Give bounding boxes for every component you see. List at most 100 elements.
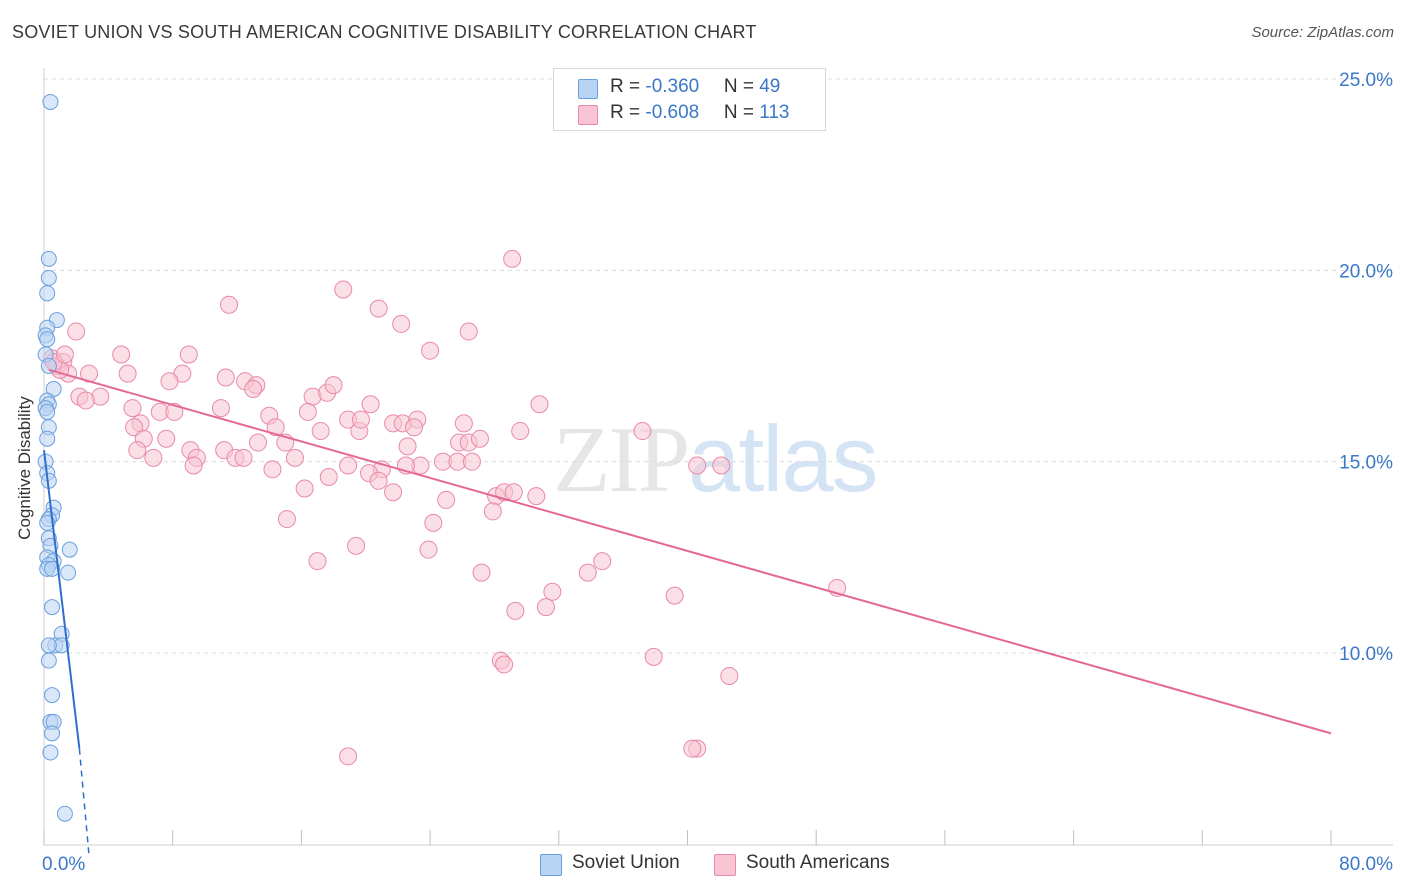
south-americans-point <box>527 487 546 506</box>
soviet-union-legend-label: Soviet Union <box>572 852 680 873</box>
watermark: ZIPatlas <box>553 405 879 514</box>
south-americans-point <box>472 563 491 582</box>
south-americans-point <box>118 364 137 383</box>
soviet-union-point <box>44 599 61 616</box>
south-americans-point <box>361 395 380 414</box>
soviet-union-point <box>39 430 56 447</box>
south-americans-point <box>339 747 358 766</box>
south-americans-point <box>67 322 86 341</box>
soviet-union-point <box>61 541 78 558</box>
y-tick-label: 15.0% <box>1339 453 1393 474</box>
soviet-union-point <box>40 652 57 669</box>
soviet-union-trend-line <box>43 450 81 749</box>
south-americans-point <box>128 441 147 460</box>
soviet-swatch <box>578 79 598 99</box>
south-americans-point <box>712 456 731 475</box>
south-americans-point <box>263 460 282 479</box>
south-americans-point <box>398 437 417 456</box>
south-n-label: N = <box>723 102 760 123</box>
south-americans-point <box>211 399 230 418</box>
source-label: Source: ZipAtlas.com <box>1251 24 1394 41</box>
soviet-union-trend-extension <box>78 748 90 856</box>
south-americans-point <box>160 372 179 391</box>
south-americans-point <box>311 422 330 441</box>
trend-lines <box>43 368 1332 856</box>
south-americans-point <box>419 540 438 559</box>
soviet-union-point <box>39 285 56 302</box>
south-americans-point <box>244 379 263 398</box>
y-tick-label: 25.0% <box>1339 70 1393 91</box>
south-americans-point <box>720 666 739 685</box>
south-americans-point <box>470 429 489 448</box>
south-americans-point <box>184 456 203 475</box>
south-americans-point <box>277 510 296 529</box>
soviet-n-label: N = <box>723 76 760 97</box>
x-tick-label: 0.0% <box>42 854 85 875</box>
soviet-n-value: 49 <box>759 76 781 97</box>
south-americans-point <box>334 280 353 299</box>
soviet-union-legend-swatch <box>540 854 562 876</box>
south-americans-point <box>578 563 597 582</box>
south-americans-point <box>266 418 285 437</box>
south-americans-point <box>285 448 304 467</box>
south-americans-point <box>112 345 131 364</box>
south-americans-legend-label: South Americans <box>746 852 890 873</box>
soviet-union-point <box>40 358 57 374</box>
soviet-union-point <box>44 725 61 742</box>
axis-ticks <box>43 830 1332 845</box>
south-americans-point <box>506 601 525 620</box>
soviet-union-point <box>56 805 73 822</box>
south-americans-point <box>511 422 530 441</box>
south-americans-point <box>144 448 163 467</box>
south-n-value: 113 <box>759 102 790 123</box>
south-americans-point <box>295 479 314 498</box>
south-americans-point <box>421 341 440 360</box>
south-r-label: R = <box>610 102 646 123</box>
soviet-union-point <box>60 564 77 581</box>
south-americans-trend-line <box>48 368 1332 735</box>
south-americans-point <box>405 418 424 437</box>
south-americans-point <box>339 456 358 475</box>
south-americans-legend-swatch <box>714 854 736 876</box>
south-americans-point <box>125 418 144 437</box>
soviet-union-point <box>42 93 59 110</box>
south-americans-point <box>319 467 338 486</box>
soviet-union-point <box>44 687 61 704</box>
y-axis-label: Cognitive Disability <box>15 396 34 540</box>
south-americans-point <box>633 422 652 441</box>
south-americans-point <box>123 399 142 418</box>
south-americans-point <box>495 655 514 674</box>
south-americans-point <box>483 502 502 521</box>
south-americans-point <box>424 513 443 532</box>
soviet-union-point <box>40 250 57 267</box>
south-swatch <box>578 105 598 125</box>
south-americans-point <box>459 322 478 341</box>
south-americans-point <box>504 483 523 502</box>
south-americans-point <box>298 402 317 421</box>
south-americans-point <box>665 586 684 605</box>
south-americans-point <box>248 433 267 452</box>
south-americans-point <box>543 582 562 601</box>
soviet-union-point <box>44 560 61 577</box>
south-americans-point <box>503 249 522 268</box>
soviet-union-point <box>39 403 56 420</box>
correlation-legend: R = -0.360 N = 49 R = -0.608 N = 113 <box>553 68 826 131</box>
south-americans-point <box>369 299 388 318</box>
south-americans-point <box>308 552 327 571</box>
soviet-r-label: R = <box>610 76 646 97</box>
south-americans-point <box>216 368 235 387</box>
south-americans-point <box>530 395 549 414</box>
south-americans-point <box>593 552 612 571</box>
south-americans-point <box>536 598 555 617</box>
south-americans-point <box>369 471 388 490</box>
south-americans-point <box>688 456 707 475</box>
soviet-union-point <box>40 269 57 286</box>
chart-title: SOVIET UNION VS SOUTH AMERICAN COGNITIVE… <box>12 22 757 42</box>
south-americans-point <box>462 452 481 471</box>
soviet-union-point <box>40 637 57 654</box>
south-americans-point <box>347 536 366 555</box>
soviet-union-point <box>39 331 56 348</box>
soviet-union-point <box>42 744 59 761</box>
south-americans-point <box>157 429 176 448</box>
south-americans-point <box>454 414 473 433</box>
